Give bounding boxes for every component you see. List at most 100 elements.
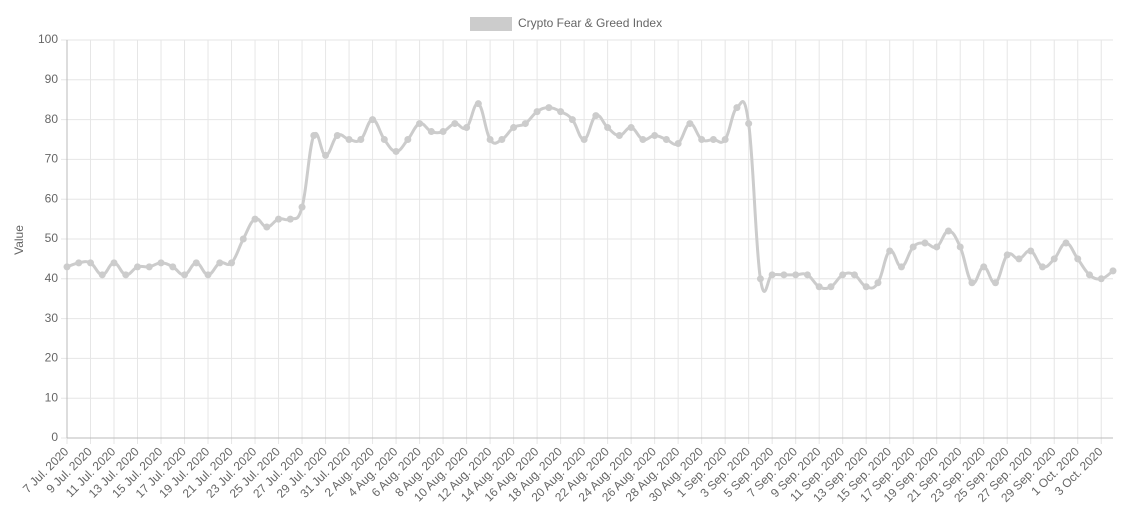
- legend-swatch: [470, 17, 512, 31]
- y-tick-label: 90: [45, 72, 59, 86]
- point: [1003, 251, 1011, 259]
- point: [463, 124, 471, 132]
- point: [204, 271, 212, 279]
- line: [66, 100, 1114, 293]
- point: [498, 136, 506, 143]
- point: [181, 271, 189, 279]
- point: [1050, 255, 1058, 263]
- y-tick-label: 30: [45, 311, 59, 325]
- y-tick-label: 60: [45, 191, 59, 205]
- point: [63, 263, 71, 271]
- y-tick-label: 0: [51, 430, 58, 444]
- point: [956, 243, 964, 251]
- point: [815, 283, 823, 291]
- point: [639, 136, 647, 143]
- point: [1097, 275, 1105, 283]
- point: [651, 132, 659, 140]
- point: [345, 136, 353, 143]
- point: [709, 136, 717, 143]
- point: [416, 120, 424, 128]
- point: [592, 112, 600, 120]
- point: [134, 263, 142, 271]
- point: [745, 120, 753, 128]
- y-tick-label: 70: [45, 152, 59, 166]
- point: [1015, 255, 1023, 263]
- point: [756, 275, 764, 283]
- point: [803, 271, 811, 279]
- point: [698, 136, 706, 143]
- point: [909, 243, 917, 251]
- legend-label: Crypto Fear & Greed Index: [518, 16, 662, 30]
- point: [510, 124, 518, 132]
- point: [615, 132, 623, 140]
- point: [404, 136, 412, 143]
- point: [662, 136, 670, 143]
- point: [627, 124, 635, 132]
- point: [1109, 267, 1117, 275]
- legend-item: Crypto Fear & Greed Index: [470, 16, 662, 31]
- point: [1085, 271, 1093, 279]
- point: [545, 104, 553, 112]
- point: [827, 283, 835, 291]
- point: [192, 259, 200, 267]
- point: [533, 108, 541, 116]
- point: [521, 120, 529, 128]
- point: [474, 100, 482, 108]
- point: [110, 259, 118, 267]
- point: [874, 279, 882, 287]
- point: [87, 259, 95, 267]
- point: [392, 147, 400, 155]
- point: [792, 271, 800, 279]
- point: [216, 259, 224, 267]
- point: [75, 259, 83, 267]
- point: [768, 271, 776, 279]
- point: [310, 132, 318, 140]
- y-tick-label: 40: [45, 271, 59, 285]
- y-tick-label: 80: [45, 112, 59, 126]
- point: [286, 215, 294, 223]
- point: [733, 104, 741, 112]
- point: [333, 132, 341, 140]
- point: [991, 279, 999, 287]
- point: [686, 120, 694, 128]
- point: [944, 227, 952, 235]
- point: [721, 136, 729, 143]
- point: [604, 124, 612, 132]
- point: [98, 271, 106, 279]
- point: [145, 263, 153, 271]
- y-axis-title: Value: [12, 225, 26, 255]
- point: [921, 239, 929, 247]
- point: [427, 128, 435, 136]
- point: [1062, 239, 1070, 247]
- point: [369, 116, 377, 124]
- point: [239, 235, 247, 243]
- point: [357, 136, 365, 143]
- point: [169, 263, 177, 271]
- y-tick-label: 100: [38, 32, 58, 46]
- point: [862, 283, 870, 291]
- point: [122, 271, 130, 279]
- point: [157, 259, 165, 267]
- point: [780, 271, 788, 279]
- point: [486, 136, 494, 143]
- point: [251, 215, 259, 223]
- point: [980, 263, 988, 271]
- point: [568, 116, 576, 124]
- point: [275, 215, 283, 223]
- point: [439, 128, 447, 136]
- point: [557, 108, 565, 116]
- point: [380, 136, 388, 143]
- y-tick-label: 20: [45, 351, 59, 365]
- point: [1027, 247, 1035, 255]
- y-tick-label: 10: [45, 390, 59, 404]
- point: [886, 247, 894, 255]
- point: [228, 259, 236, 267]
- point: [451, 120, 459, 128]
- point: [897, 263, 905, 271]
- point: [1038, 263, 1046, 271]
- point: [1074, 255, 1082, 263]
- point: [839, 271, 847, 279]
- point: [850, 271, 858, 279]
- point: [674, 139, 682, 147]
